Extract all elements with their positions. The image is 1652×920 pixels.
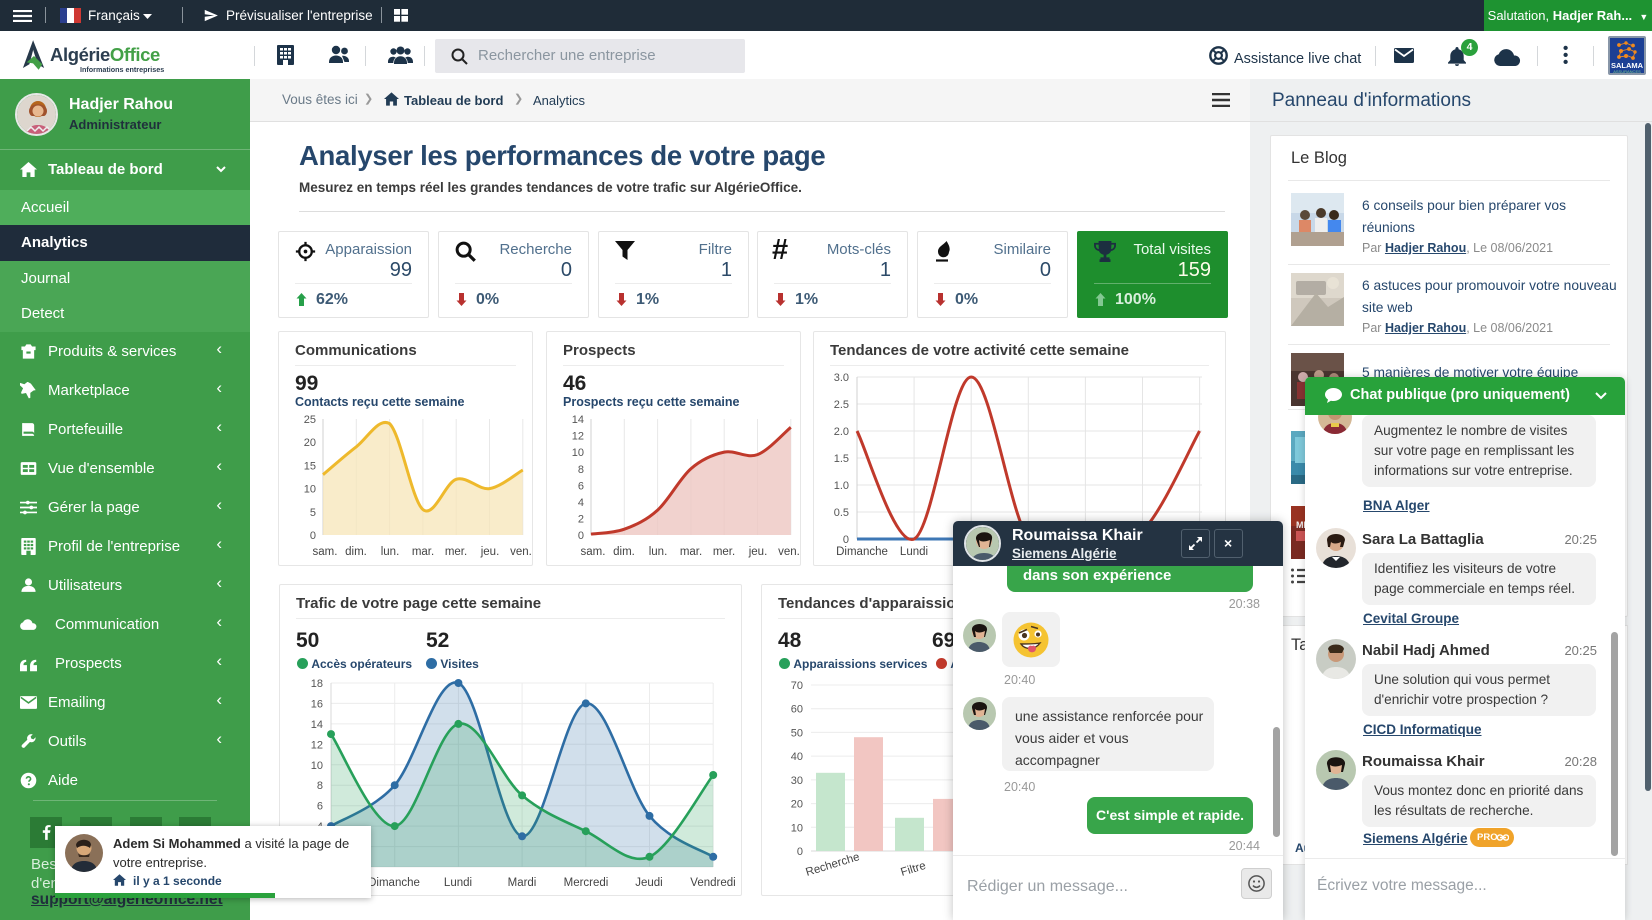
svg-text:lun.: lun.	[381, 546, 400, 558]
svg-text:0: 0	[578, 530, 584, 542]
svg-text:12: 12	[572, 431, 584, 443]
svg-text:25: 25	[304, 414, 316, 426]
svg-text:15: 15	[304, 460, 316, 472]
svg-text:sam.: sam.	[581, 546, 606, 558]
svg-text:mer.: mer.	[713, 546, 735, 558]
svg-text:50: 50	[791, 727, 803, 739]
svg-text:0: 0	[843, 534, 849, 546]
svg-text:0: 0	[310, 530, 316, 542]
svg-text:ven.: ven.	[778, 546, 800, 558]
svg-text:1.0: 1.0	[834, 480, 849, 492]
svg-text:mer.: mer.	[445, 546, 467, 558]
svg-text:10: 10	[572, 447, 584, 459]
svg-text:Vendredi: Vendredi	[690, 877, 735, 889]
svg-text:14: 14	[572, 414, 584, 426]
svg-text:1.5: 1.5	[834, 453, 849, 465]
svg-text:5: 5	[310, 507, 316, 519]
svg-text:Filtre: Filtre	[899, 860, 927, 879]
svg-text:Lundi: Lundi	[444, 877, 472, 889]
svg-text:10: 10	[791, 822, 803, 834]
svg-text:Dimanche: Dimanche	[368, 877, 420, 889]
svg-text:Jeudi: Jeudi	[635, 877, 663, 889]
svg-text:16: 16	[311, 698, 323, 710]
svg-text:Mercredi: Mercredi	[564, 877, 609, 889]
svg-text:2: 2	[578, 513, 584, 525]
svg-text:0: 0	[797, 846, 803, 858]
svg-text:20: 20	[791, 799, 803, 811]
svg-text:Lundi: Lundi	[900, 546, 928, 558]
svg-text:6: 6	[578, 480, 584, 492]
svg-text:3.0: 3.0	[834, 372, 849, 384]
svg-text:Mardi: Mardi	[508, 877, 537, 889]
svg-text:dim.: dim.	[613, 546, 635, 558]
svg-text:4: 4	[578, 497, 584, 509]
svg-text:mar.: mar.	[680, 546, 702, 558]
svg-text:10: 10	[304, 484, 316, 496]
svg-text:Recherche: Recherche	[804, 851, 861, 879]
svg-text:jeu.: jeu.	[748, 546, 768, 558]
svg-text:Dimanche: Dimanche	[836, 546, 888, 558]
svg-text:10: 10	[311, 760, 323, 772]
svg-text:20: 20	[304, 437, 316, 449]
svg-text:jeu.: jeu.	[480, 546, 500, 558]
svg-text:18: 18	[311, 678, 323, 690]
svg-text:6: 6	[317, 801, 323, 813]
svg-text:12: 12	[311, 739, 323, 751]
svg-text:30: 30	[791, 775, 803, 787]
svg-text:14: 14	[311, 719, 323, 731]
svg-text:0.5: 0.5	[834, 507, 849, 519]
svg-text:dim.: dim.	[345, 546, 367, 558]
svg-text:2.0: 2.0	[834, 426, 849, 438]
svg-text:2.5: 2.5	[834, 399, 849, 411]
svg-text:70: 70	[791, 680, 803, 692]
svg-text:sam.: sam.	[313, 546, 338, 558]
svg-text:60: 60	[791, 704, 803, 716]
svg-text:lun.: lun.	[649, 546, 668, 558]
svg-text:40: 40	[791, 751, 803, 763]
svg-text:8: 8	[578, 464, 584, 476]
svg-text:ME: ME	[1296, 520, 1310, 530]
svg-text:8: 8	[317, 780, 323, 792]
svg-text:mar.: mar.	[412, 546, 434, 558]
svg-text:ven.: ven.	[510, 546, 532, 558]
